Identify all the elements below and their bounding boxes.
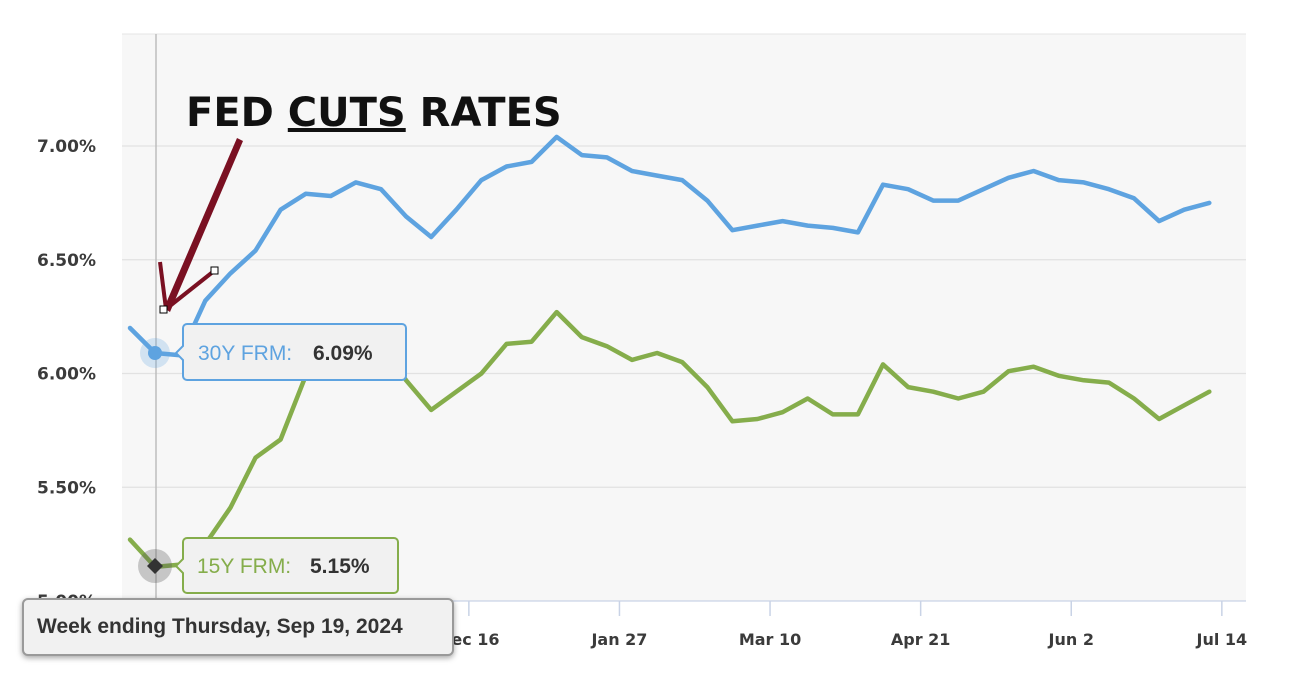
date-tooltip: Week ending Thursday, Sep 19, 2024 xyxy=(22,598,454,656)
y-tick-label: 6.50% xyxy=(37,251,96,271)
tooltip-15y-value: 5.15% xyxy=(310,555,370,578)
tooltip-30y-label: 30Y FRM: xyxy=(198,342,292,365)
y-axis: 5.00%5.50%6.00%6.50%7.00% xyxy=(37,137,96,612)
annotation-emphasis: CUTS xyxy=(288,90,406,136)
tooltip-30y-value: 6.09% xyxy=(313,342,373,365)
tooltip-15y-label: 15Y FRM: xyxy=(197,555,291,578)
x-tick-label: Jun 2 xyxy=(1048,630,1094,649)
annotation-prefix: FED xyxy=(186,90,288,136)
tooltip-15y: 15Y FRM: 5.15% xyxy=(174,537,399,594)
series-line-30y xyxy=(127,134,1212,358)
y-tick-label: 7.00% xyxy=(37,137,96,157)
tooltip-30y: 30Y FRM: 6.09% xyxy=(174,323,407,381)
x-tick-label: Jul 14 xyxy=(1196,630,1248,649)
plot-background xyxy=(122,34,1246,601)
x-tick-label: Mar 10 xyxy=(739,630,801,649)
annotation-text: FED CUTS RATES xyxy=(186,90,562,136)
x-tick-label: Jan 27 xyxy=(590,630,647,649)
arrow-annotation xyxy=(158,138,243,314)
annotation-suffix: RATES xyxy=(406,90,562,136)
y-tick-label: 5.50% xyxy=(37,478,96,498)
x-tick-label: Apr 21 xyxy=(891,630,951,649)
marker-point-30y xyxy=(148,346,162,360)
marker-point-15y xyxy=(147,558,163,574)
y-tick-label: 6.00% xyxy=(37,365,96,385)
